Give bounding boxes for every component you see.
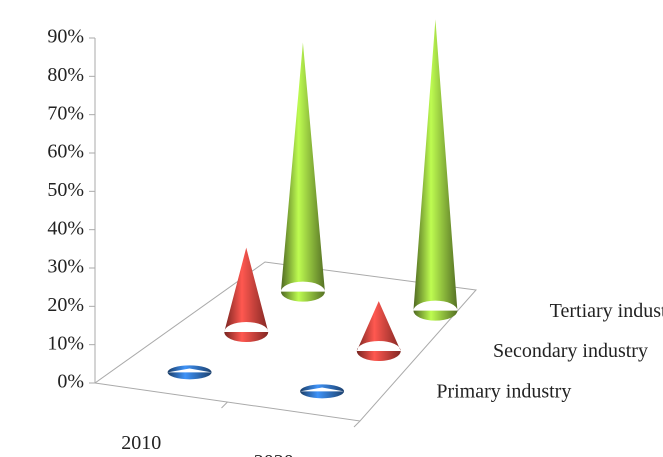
y-tick-label: 60% <box>47 141 84 163</box>
x-tick-label: 2020 <box>254 451 294 457</box>
y-tick-label: 50% <box>47 179 84 201</box>
cone <box>413 19 458 321</box>
legend-label: Secondary industry <box>493 340 648 362</box>
y-tick-label: 0% <box>57 371 84 393</box>
y-tick-label: 30% <box>47 256 84 278</box>
y-tick-label: 80% <box>47 64 84 86</box>
legend-label: Tertiary industry <box>550 300 663 322</box>
x-tick <box>221 401 228 409</box>
legend-label: Primary industry <box>436 380 571 402</box>
y-tick-label: 90% <box>47 26 84 48</box>
cone <box>300 384 345 399</box>
x-tick-label: 2010 <box>121 432 161 454</box>
y-tick-label: 10% <box>47 332 84 354</box>
cone <box>224 247 269 342</box>
cone <box>356 301 401 362</box>
y-tick-label: 20% <box>47 294 84 316</box>
cone <box>167 365 212 380</box>
x-tick <box>353 420 361 428</box>
floor <box>93 261 477 422</box>
y-tick-label: 70% <box>47 102 84 124</box>
cone <box>280 42 325 302</box>
y-tick-label: 40% <box>47 217 84 239</box>
